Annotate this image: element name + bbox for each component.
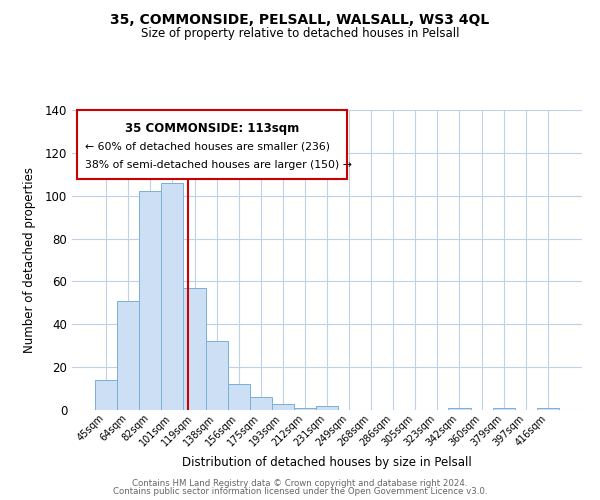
Y-axis label: Number of detached properties: Number of detached properties bbox=[23, 167, 37, 353]
Text: Size of property relative to detached houses in Pelsall: Size of property relative to detached ho… bbox=[141, 28, 459, 40]
Bar bbox=[448, 408, 470, 410]
Bar bbox=[537, 408, 559, 410]
X-axis label: Distribution of detached houses by size in Pelsall: Distribution of detached houses by size … bbox=[182, 456, 472, 469]
Text: Contains HM Land Registry data © Crown copyright and database right 2024.: Contains HM Land Registry data © Crown c… bbox=[132, 478, 468, 488]
Bar bbox=[139, 192, 161, 410]
Bar bbox=[206, 342, 227, 410]
Text: ← 60% of detached houses are smaller (236): ← 60% of detached houses are smaller (23… bbox=[85, 142, 330, 152]
Text: 38% of semi-detached houses are larger (150) →: 38% of semi-detached houses are larger (… bbox=[85, 160, 352, 170]
Bar bbox=[493, 408, 515, 410]
Text: Contains public sector information licensed under the Open Government Licence v3: Contains public sector information licen… bbox=[113, 487, 487, 496]
Bar bbox=[184, 288, 206, 410]
Text: 35, COMMONSIDE, PELSALL, WALSALL, WS3 4QL: 35, COMMONSIDE, PELSALL, WALSALL, WS3 4Q… bbox=[110, 12, 490, 26]
Bar bbox=[250, 397, 272, 410]
FancyBboxPatch shape bbox=[77, 110, 347, 179]
Bar bbox=[161, 183, 184, 410]
Bar bbox=[227, 384, 250, 410]
Bar bbox=[95, 380, 117, 410]
Bar bbox=[316, 406, 338, 410]
Bar bbox=[294, 408, 316, 410]
Text: 35 COMMONSIDE: 113sqm: 35 COMMONSIDE: 113sqm bbox=[125, 122, 299, 135]
Bar bbox=[117, 300, 139, 410]
Bar bbox=[272, 404, 294, 410]
